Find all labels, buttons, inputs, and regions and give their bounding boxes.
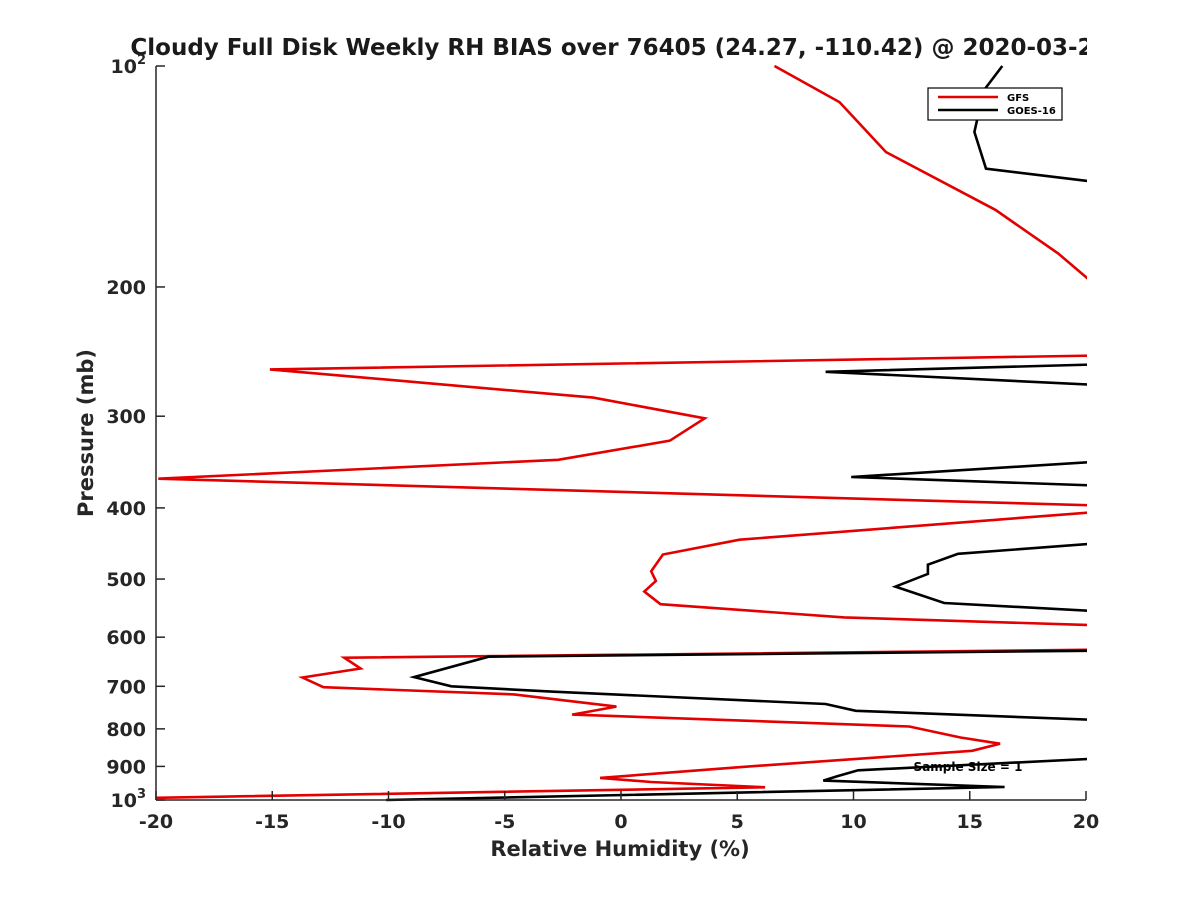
x-tick-label: -5	[494, 811, 515, 833]
legend-label: GOES-16	[1007, 106, 1056, 117]
y-tick-label: 500	[106, 569, 146, 591]
x-tick-label: 0	[614, 811, 627, 833]
x-tick-label: 15	[957, 811, 983, 833]
legend: GFS GOES-16	[927, 87, 1063, 121]
tick-marks	[155, 65, 1087, 801]
y-tick-label: 800	[106, 719, 146, 741]
y-tick-label: 700	[106, 676, 146, 698]
legend-label: GFS	[1007, 93, 1029, 104]
y-tick-label: 200	[106, 277, 146, 299]
x-axis-label: Relative Humidity (%)	[490, 837, 749, 861]
y-tick-label: 102	[111, 53, 147, 78]
sample-size-annotation: Sample Size = 1	[914, 760, 1023, 774]
y-tick-label: 300	[106, 406, 146, 428]
x-tick-label: 5	[731, 811, 744, 833]
y-tick-label: 103	[111, 787, 147, 812]
plot-series-group	[155, 64, 1099, 802]
legend-box	[927, 87, 1063, 121]
x-tick-label: -20	[139, 811, 173, 833]
y-tick-label: 900	[106, 756, 146, 778]
y-tick-labels: 102 200 300 400 500 600 700 800 900 103	[106, 53, 146, 812]
x-tick-label: -15	[255, 811, 289, 833]
x-tick-labels: -20 -15 -10 -5 0 5 10 15 20	[139, 811, 1099, 833]
series-line-gfs	[155, 64, 1099, 800]
y-tick-label: 400	[106, 498, 146, 520]
x-tick-label: -10	[371, 811, 405, 833]
chart-title: Cloudy Full Disk Weekly RH BIAS over 764…	[130, 35, 1109, 61]
plot-mask	[1087, 0, 1200, 900]
y-tick-label: 600	[106, 627, 146, 649]
x-tick-label: 10	[840, 811, 866, 833]
x-tick-label: 20	[1073, 811, 1099, 833]
series-line-goes-16	[386, 65, 1099, 802]
axes	[155, 66, 1086, 801]
y-axis-label: Pressure (mb)	[74, 349, 98, 517]
